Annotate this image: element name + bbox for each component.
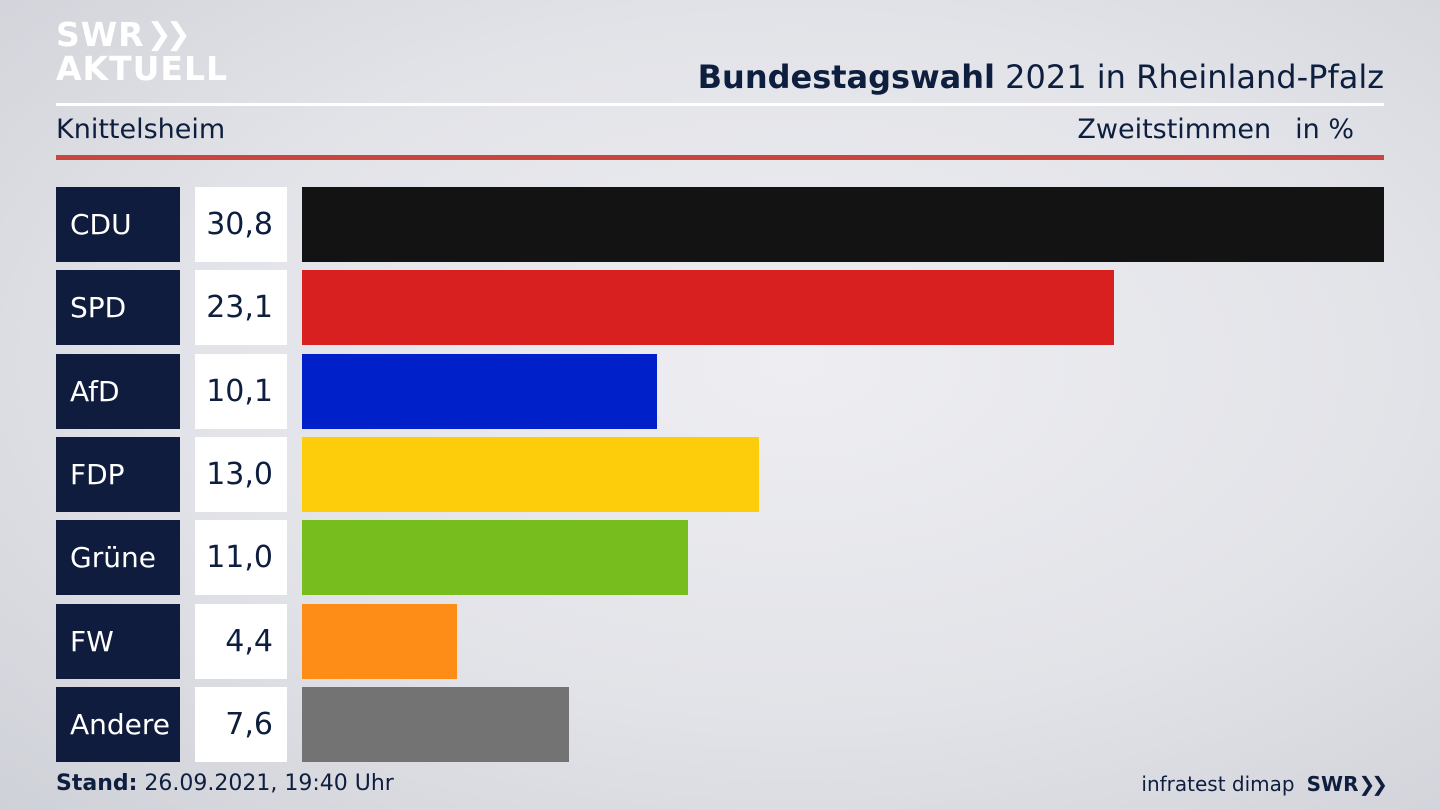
source-text: infratest dimap [1141,772,1295,796]
measure-label: Zweitstimmen in % [1077,114,1354,145]
accent-divider [56,155,1384,160]
bar [302,603,457,679]
source-credit: infratest dimap SWR❯❯ [1141,772,1388,796]
double-chevron-icon: ❯❯ [1358,772,1387,796]
category-label: AfD [56,353,180,429]
title-rest: 2021 in Rheinland-Pfalz [995,58,1384,96]
data-label: 7,6 [195,686,287,762]
measure-text: Zweitstimmen [1077,114,1272,145]
header-divider [56,103,1384,106]
chart-row: SPD 23,1 [0,270,1440,346]
data-label: 30,8 [195,187,287,262]
category-label: Andere [56,686,180,762]
bar [302,270,1114,346]
chart-row: FDP 13,0 [0,436,1440,512]
data-label: 23,1 [195,270,287,346]
unit-text: in % [1295,114,1354,145]
chart-title: Bundestagswahl 2021 in Rheinland-Pfalz [698,58,1384,96]
data-label: 13,0 [195,436,287,512]
chart-row: Grüne 11,0 [0,520,1440,596]
chart-row: CDU 30,8 [0,187,1440,262]
chart-row: FW 4,4 [0,603,1440,679]
chart-row: Andere 7,6 [0,686,1440,762]
category-label: CDU [56,187,180,262]
bar [302,520,688,596]
title-bold: Bundestagswahl [697,58,995,96]
timestamp: Stand: 26.09.2021, 19:40 Uhr [56,771,394,796]
swr-aktuell-logo: SWR ❯❯ AKTUELL [56,18,228,86]
bar [302,187,1384,262]
category-label: Grüne [56,520,180,596]
data-label: 11,0 [195,520,287,596]
footer-brand-text: SWR [1306,772,1359,796]
stand-label: Stand: [56,771,138,796]
category-label: FDP [56,436,180,512]
chart-row: AfD 10,1 [0,353,1440,429]
bar [302,353,657,429]
category-label: FW [56,603,180,679]
logo-text-swr: SWR [56,15,145,54]
data-label: 10,1 [195,353,287,429]
bar [302,436,759,512]
place-name: Knittelsheim [56,114,226,145]
stand-value: 26.09.2021, 19:40 Uhr [137,771,394,796]
category-label: SPD [56,270,180,346]
bar [302,686,569,762]
data-label: 4,4 [195,603,287,679]
swr-footer-logo: SWR❯❯ [1306,772,1388,796]
double-chevron-icon: ❯❯ [146,17,191,52]
logo-text-aktuell: AKTUELL [56,49,229,88]
